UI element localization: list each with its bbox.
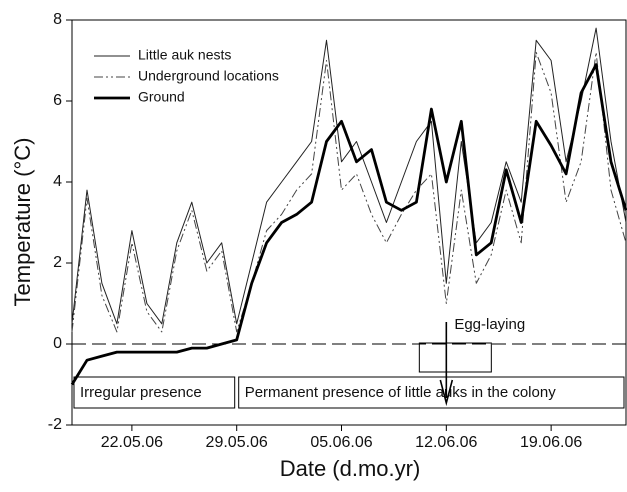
event-arrowhead bbox=[439, 379, 454, 407]
event-label: Egg-laying bbox=[454, 316, 525, 333]
y-tick-label: -2 bbox=[48, 416, 62, 433]
phase-box bbox=[238, 376, 625, 409]
y-tick-label: 6 bbox=[53, 92, 62, 109]
x-tick-label: 12.06.06 bbox=[415, 434, 477, 451]
x-tick-label: 22.05.06 bbox=[101, 434, 163, 451]
y-tick-label: 8 bbox=[53, 11, 62, 28]
x-tick-label: 05.06.06 bbox=[310, 434, 372, 451]
y-tick-label: 2 bbox=[53, 254, 62, 271]
x-tick-label: 19.06.06 bbox=[520, 434, 582, 451]
legend-label: Underground locations bbox=[138, 68, 279, 84]
legend-label: Little auk nests bbox=[138, 47, 231, 63]
series-line bbox=[71, 51, 627, 333]
y-tick-label: 0 bbox=[53, 335, 62, 352]
series-line bbox=[71, 27, 627, 325]
phase-label: Irregular presence bbox=[80, 384, 202, 401]
series-line bbox=[70, 63, 627, 386]
phase-label: Permanent presence of little auks in the… bbox=[245, 384, 557, 401]
legend-label: Ground bbox=[138, 89, 185, 105]
phase-box bbox=[73, 376, 236, 409]
x-axis-title: Date (d.mo.yr) bbox=[280, 456, 421, 481]
y-tick-label: 4 bbox=[53, 173, 62, 190]
y-axis-title: Temperature (°C) bbox=[10, 138, 35, 307]
event-box bbox=[418, 342, 492, 373]
x-tick-label: 29.05.06 bbox=[206, 434, 268, 451]
